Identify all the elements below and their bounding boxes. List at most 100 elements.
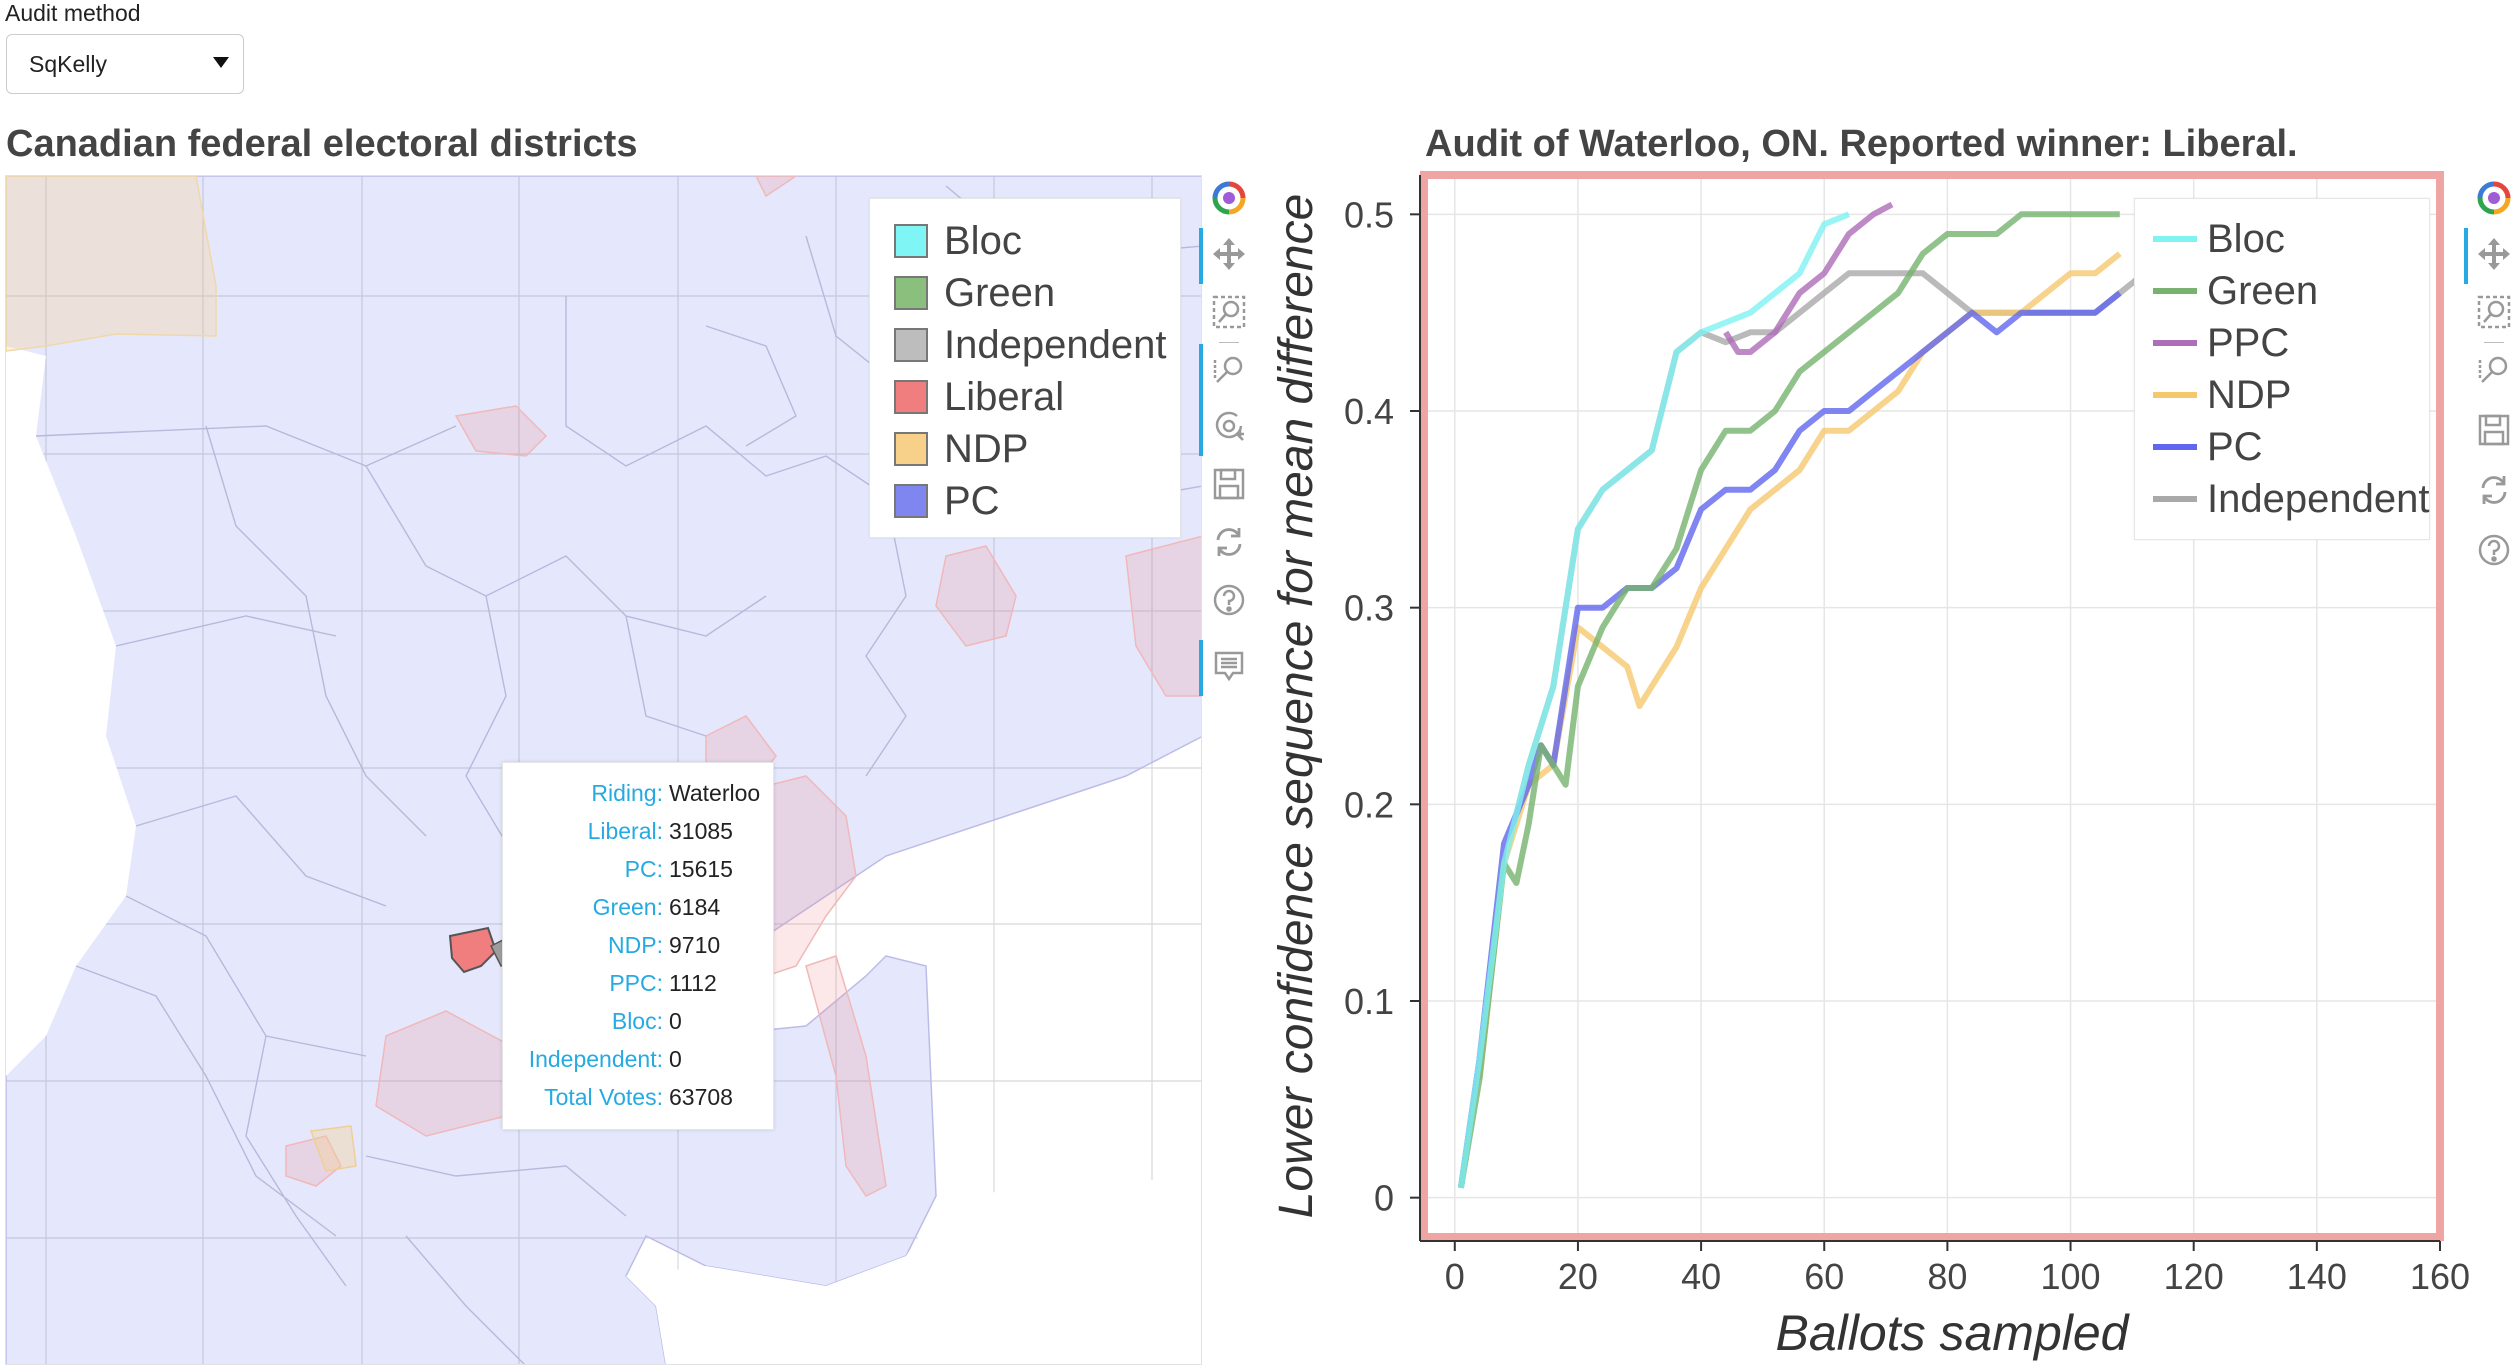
box-zoom-icon[interactable]	[2474, 292, 2514, 332]
legend-line	[2153, 444, 2197, 450]
tooltip-key: Riding:	[591, 780, 663, 806]
legend-label: Green	[944, 270, 1056, 315]
legend-label: Bloc	[944, 218, 1022, 263]
chart-axes: 0 20 40 60 80 100 120 140 160 0 0.1 0.2 0.3 0.4 0.5	[1344, 175, 2470, 1297]
tooltip-value: 0	[669, 1008, 682, 1034]
x-tick-label: 160	[2410, 1256, 2470, 1297]
legend-label: Liberal	[944, 374, 1065, 419]
x-tick-label: 120	[2164, 1256, 2224, 1297]
legend-label: Green	[2207, 268, 2319, 313]
chart-legend-item[interactable]: NDP	[2135, 369, 2291, 421]
chart-legend-item[interactable]: PPC	[2135, 317, 2289, 369]
tooltip-key: Independent:	[528, 1046, 663, 1072]
bokeh-logo-icon[interactable]	[2474, 178, 2514, 218]
tooltip-row: Riding: Waterloo	[503, 780, 773, 818]
legend-line	[2153, 236, 2197, 242]
tooltip-value: 63708	[669, 1084, 733, 1110]
series-line-green	[1457, 211, 2120, 1189]
hover-tooltip: Riding: Waterloo Liberal: 31085 PC: 15615 G…	[502, 762, 774, 1130]
pan-icon[interactable]	[1199, 228, 1249, 284]
wheel-zoom-icon[interactable]	[1199, 344, 1249, 400]
map-legend-item[interactable]: Green	[870, 267, 1055, 319]
tooltip-value: Waterloo	[669, 780, 761, 806]
lake-region	[626, 1176, 1201, 1364]
audit-method-select[interactable]: SqKelly	[6, 34, 244, 94]
legend-label: PPC	[2207, 320, 2290, 365]
map-region-liberal[interactable]	[1125, 535, 1202, 697]
audit-method-selected-value: SqKelly	[29, 50, 107, 77]
y-tick-label: 0.3	[1344, 588, 1394, 629]
save-icon[interactable]	[1209, 464, 1249, 504]
series-line-ndp	[1476, 251, 2122, 1081]
reset-icon[interactable]	[1209, 522, 1249, 562]
y-axis-label: Lower confidence sequence for mean diffe…	[1270, 194, 1323, 1219]
reset-icon[interactable]	[2474, 470, 2514, 510]
lake-region	[6, 346, 136, 1076]
plot-border	[1420, 171, 2444, 1241]
tooltip-row: Green: 6184	[503, 894, 773, 932]
audit-method-label: Audit method	[5, 0, 141, 26]
box-zoom-icon[interactable]	[1209, 292, 1249, 332]
tooltip-key: Green:	[592, 894, 663, 920]
map-region-liberal[interactable]	[755, 176, 798, 198]
save-icon[interactable]	[2474, 410, 2514, 450]
legend-swatch	[894, 432, 928, 466]
y-tick-label: 0.5	[1344, 194, 1394, 235]
map-legend-item[interactable]: Bloc	[870, 215, 1022, 267]
map-region-liberal[interactable]	[805, 955, 887, 1197]
chart-legend-item[interactable]: PC	[2135, 421, 2263, 473]
map-legend-item[interactable]: Independent	[870, 319, 1166, 371]
legend-label: NDP	[944, 426, 1029, 471]
tooltip-key: Liberal:	[587, 818, 663, 844]
hover-icon[interactable]	[1199, 640, 1249, 696]
legend-label: PC	[2207, 424, 2263, 469]
series-line-bloc	[1457, 211, 1851, 1189]
map-region-ndp[interactable]	[6, 176, 217, 352]
chart-title: Audit of Waterloo, ON. Reported winner: …	[1425, 123, 2298, 165]
map-legend-item[interactable]: Liberal	[870, 371, 1064, 423]
map-region-liberal[interactable]	[935, 545, 1017, 647]
zoom-in-icon[interactable]	[1199, 400, 1249, 456]
help-icon[interactable]	[2474, 530, 2514, 570]
chart-legend-item[interactable]: Green	[2135, 265, 2318, 317]
legend-label: Independent	[944, 322, 1167, 367]
tooltip-value: 6184	[669, 894, 721, 920]
chart-legend-item[interactable]: Independent	[2135, 473, 2429, 525]
tooltip-row: Liberal: 31085	[503, 818, 773, 856]
help-icon[interactable]	[1209, 580, 1249, 620]
legend-label: PC	[944, 478, 1000, 523]
map-region-liberal[interactable]	[454, 405, 548, 457]
x-tick-label: 100	[2041, 1256, 2101, 1297]
tooltip-row: Bloc: 0	[503, 1008, 773, 1046]
wheel-zoom-icon[interactable]	[2474, 350, 2514, 390]
pan-icon[interactable]	[2464, 228, 2514, 284]
legend-swatch	[894, 276, 928, 310]
map-legend-item[interactable]: NDP	[870, 423, 1028, 475]
tooltip-key: Total Votes:	[544, 1084, 663, 1110]
x-tick-label: 0	[1445, 1256, 1465, 1297]
tooltip-value: 0	[669, 1046, 682, 1072]
legend-line	[2153, 340, 2197, 346]
tooltip-key: Bloc:	[611, 1008, 663, 1034]
map-region-ndp[interactable]	[309, 1125, 357, 1172]
legend-swatch	[894, 484, 928, 518]
legend-swatch	[894, 224, 928, 258]
map-region-liberal[interactable]	[285, 1135, 342, 1187]
bokeh-logo-icon[interactable]	[1209, 178, 1249, 218]
map-legend-item[interactable]: PC	[870, 475, 1000, 527]
x-tick-label: 140	[2287, 1256, 2347, 1297]
map-region-waterloo[interactable]	[448, 926, 498, 974]
chart-legend-item[interactable]: Bloc	[2135, 213, 2285, 265]
series-line-ppc	[1723, 201, 1894, 355]
tooltip-row: PPC: 1112	[503, 970, 773, 1008]
y-tick-label: 0.2	[1344, 784, 1394, 825]
legend-line	[2153, 496, 2197, 502]
tooltip-value: 31085	[669, 818, 733, 844]
tooltip-value: 1112	[669, 970, 717, 996]
audit-chart[interactable]: 0 20 40 60 80 100 120 140 160 0 0.1 0.2 0.3 0.4 0.5 Lo…	[1260, 160, 2518, 1368]
x-tick-label: 40	[1681, 1256, 1721, 1297]
x-tick-label: 60	[1804, 1256, 1844, 1297]
legend-swatch	[894, 380, 928, 414]
tooltip-value: 9710	[669, 932, 721, 958]
y-tick-label: 0.4	[1344, 391, 1394, 432]
